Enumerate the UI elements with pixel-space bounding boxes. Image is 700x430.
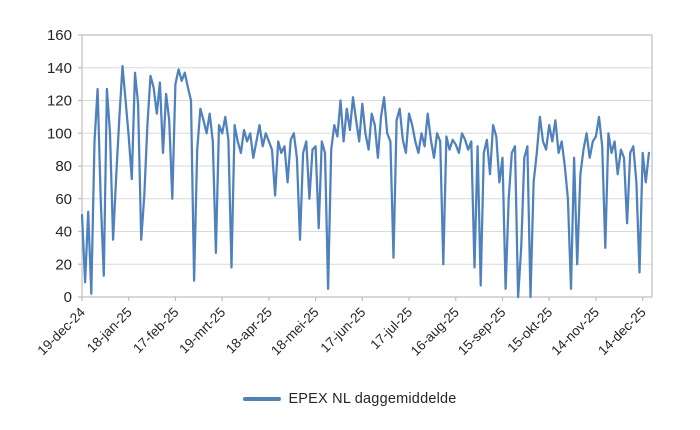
y-tick-label: 120: [47, 93, 72, 110]
legend-line-icon: [243, 397, 282, 401]
x-tick-label: 14-nov-25: [548, 305, 602, 359]
y-tick-label: 100: [47, 125, 72, 142]
legend-label: EPEX NL daggemiddelde: [288, 391, 457, 407]
y-tick-label: 0: [64, 289, 72, 306]
x-tick-label: 18-mei-25: [268, 305, 322, 359]
y-tick-label: 160: [47, 27, 72, 44]
y-tick-label: 60: [55, 191, 72, 208]
y-tick-label: 40: [55, 224, 72, 241]
y-tick-label: 20: [55, 256, 72, 273]
x-tick-label: 19-mrt-25: [176, 305, 228, 357]
x-tick-label: 19-dec-24: [35, 304, 89, 358]
x-tick-label: 18-apr-25: [223, 305, 275, 357]
x-tick-label: 15-sep-25: [455, 305, 509, 359]
x-tick-label: 17-feb-25: [130, 305, 181, 356]
x-tick-label: 16-aug-25: [408, 305, 462, 359]
series-line-epex: [80, 64, 651, 299]
y-tick-label: 140: [47, 60, 72, 77]
legend: EPEX NL daggemiddelde: [0, 389, 700, 409]
y-tick-label: 80: [55, 158, 72, 175]
x-tick-label: 17-jul-25: [367, 305, 415, 353]
x-tick-label: 17-jun-25: [318, 305, 369, 356]
x-tick-label: 14-dec-25: [595, 305, 649, 359]
x-tick-label: 18-jan-25: [84, 305, 135, 356]
